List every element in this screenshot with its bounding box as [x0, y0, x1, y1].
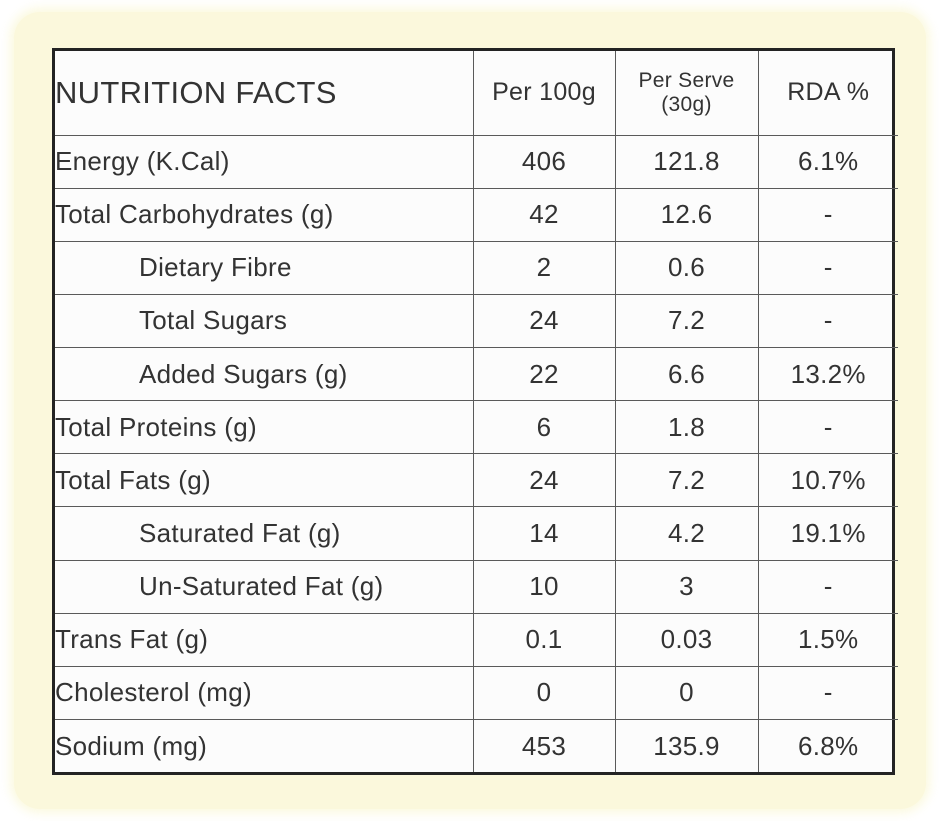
table-row-cholesterol: Cholesterol (mg) 0 0 - — [55, 665, 898, 721]
table-row-dietary-fibre: Dietary Fibre 2 0.6 - — [55, 240, 898, 295]
table-row-total-sugars: Total Sugars 24 7.2 - — [55, 293, 898, 349]
table-row-energy: Energy (K.Cal) 406 121.8 6.1% — [55, 134, 898, 189]
row-label: Trans Fat (g) — [55, 612, 474, 667]
value-per-serve: 0.03 — [614, 612, 759, 667]
row-label: Saturated Fat (g) — [55, 506, 474, 561]
value-per-serve: 0 — [614, 665, 759, 721]
table-row-trans-fat: Trans Fat (g) 0.1 0.03 1.5% — [55, 612, 898, 667]
value-rda: 6.1% — [757, 134, 898, 189]
nutrition-facts-table: NUTRITION FACTS Per 100g Per Serve (30g)… — [55, 51, 898, 772]
row-label: Sodium (mg) — [55, 719, 474, 772]
table-row-unsaturated-fat: Un-Saturated Fat (g) 10 3 - — [55, 559, 898, 614]
table-row-sodium: Sodium (mg) 453 135.9 6.8% — [55, 719, 898, 772]
nutrition-table-frame: NUTRITION FACTS Per 100g Per Serve (30g)… — [52, 48, 898, 775]
row-label: Dietary Fibre — [55, 240, 474, 295]
value-per-serve: 7.2 — [614, 453, 759, 508]
value-per-100g: 22 — [472, 347, 616, 402]
table-header-row: NUTRITION FACTS Per 100g Per Serve (30g)… — [55, 51, 898, 136]
value-per-100g: 0 — [472, 665, 616, 721]
value-rda: 19.1% — [757, 506, 898, 561]
table-row-total-carbohydrates: Total Carbohydrates (g) 42 12.6 - — [55, 187, 898, 242]
row-label: Total Sugars — [55, 293, 474, 349]
table-row-total-proteins: Total Proteins (g) 6 1.8 - — [55, 400, 898, 455]
value-per-100g: 453 — [472, 719, 616, 772]
per-serve-line1: Per Serve — [638, 68, 735, 92]
value-per-serve: 121.8 — [614, 134, 759, 189]
value-per-100g: 0.1 — [472, 612, 616, 667]
value-rda: - — [757, 665, 898, 721]
value-rda: - — [757, 187, 898, 242]
value-rda: 1.5% — [757, 612, 898, 667]
table-row-added-sugars: Added Sugars (g) 22 6.6 13.2% — [55, 347, 898, 402]
per-serve-line2: (30g) — [661, 92, 712, 116]
value-rda: - — [757, 293, 898, 349]
column-header-rda: RDA % — [757, 51, 898, 136]
value-per-100g: 24 — [472, 453, 616, 508]
table-row-total-fats: Total Fats (g) 24 7.2 10.7% — [55, 453, 898, 508]
row-label: Cholesterol (mg) — [55, 665, 474, 721]
row-label: Un-Saturated Fat (g) — [55, 559, 474, 614]
value-per-serve: 4.2 — [614, 506, 759, 561]
value-per-100g: 24 — [472, 293, 616, 349]
table-title: NUTRITION FACTS — [55, 51, 474, 136]
row-label: Total Fats (g) — [55, 453, 474, 508]
value-per-100g: 406 — [472, 134, 616, 189]
value-per-100g: 6 — [472, 400, 616, 455]
column-header-per-serve: Per Serve (30g) — [614, 51, 759, 136]
value-rda: 13.2% — [757, 347, 898, 402]
value-per-serve: 135.9 — [614, 719, 759, 772]
value-per-100g: 2 — [472, 240, 616, 295]
value-per-serve: 1.8 — [614, 400, 759, 455]
value-per-100g: 10 — [472, 559, 616, 614]
value-rda: 6.8% — [757, 719, 898, 772]
value-rda: - — [757, 240, 898, 295]
row-label: Total Carbohydrates (g) — [55, 187, 474, 242]
value-per-100g: 42 — [472, 187, 616, 242]
row-label: Energy (K.Cal) — [55, 134, 474, 189]
value-per-serve: 12.6 — [614, 187, 759, 242]
row-label: Added Sugars (g) — [55, 347, 474, 402]
table-row-saturated-fat: Saturated Fat (g) 14 4.2 19.1% — [55, 506, 898, 561]
value-per-100g: 14 — [472, 506, 616, 561]
value-rda: 10.7% — [757, 453, 898, 508]
value-per-serve: 3 — [614, 559, 759, 614]
value-rda: - — [757, 400, 898, 455]
column-header-per-100g: Per 100g — [472, 51, 616, 136]
value-rda: - — [757, 559, 898, 614]
value-per-serve: 6.6 — [614, 347, 759, 402]
value-per-serve: 0.6 — [614, 240, 759, 295]
row-label: Total Proteins (g) — [55, 400, 474, 455]
value-per-serve: 7.2 — [614, 293, 759, 349]
